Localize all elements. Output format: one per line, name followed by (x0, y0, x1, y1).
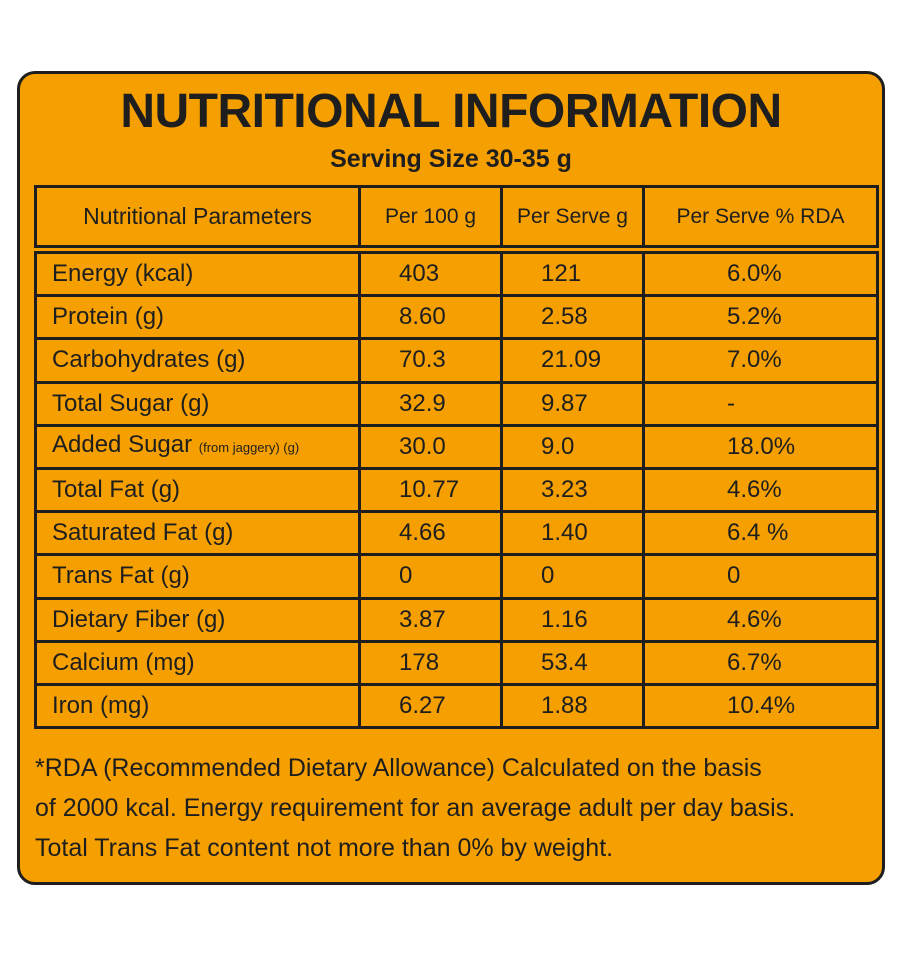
rda-percent-value: 4.6% (642, 596, 879, 643)
nutrient-name: Total Fat (g) (34, 466, 361, 514)
nutrient-label: Energy (kcal) (52, 260, 194, 288)
table-row: Iron (mg) 6.27 1.88 10.4% (34, 682, 879, 730)
label-title: NUTRITIONAL INFORMATION (120, 85, 782, 138)
rda-percent-value: 5.2% (642, 294, 879, 341)
rda-footnote: *RDA (Recommended Dietary Allowance) Cal… (35, 748, 880, 868)
per-serve-value: 0 (500, 553, 645, 600)
table-row: Carbohydrates (g) 70.3 21.09 7.0% (34, 337, 879, 384)
column-header-per-serve: Per Serve g (500, 185, 645, 248)
per-100g-value: 3.87 (358, 596, 503, 643)
nutrient-label: Total Sugar (g) (52, 389, 210, 417)
nutrient-label: Trans Fat (g) (52, 562, 190, 590)
per-100g-value: 403 (358, 250, 503, 298)
table-row: Protein (g) 8.60 2.58 5.2% (34, 294, 879, 341)
nutrient-name: Energy (kcal) (34, 250, 361, 298)
nutrient-name: Dietary Fiber (g) (34, 596, 361, 643)
per-100g-value: 178 (358, 639, 503, 686)
table-row: Saturated Fat (g) 4.66 1.40 6.4 % (34, 510, 879, 557)
per-serve-value: 53.4 (500, 639, 645, 686)
per-100g-value: 0 (358, 553, 503, 600)
table-row: Energy (kcal) 403 121 6.0% (34, 250, 879, 298)
column-header-parameters: Nutritional Parameters (34, 185, 361, 248)
rda-percent-value: 10.4% (642, 682, 879, 730)
table-row: Added Sugar (from jaggery) (g) 30.0 9.0 18.… (34, 423, 879, 470)
table-row: Trans Fat (g) 0 0 0 (34, 553, 879, 600)
per-serve-value: 1.16 (500, 596, 645, 643)
rda-percent-value: 6.7% (642, 639, 879, 686)
per-serve-value: 21.09 (500, 337, 645, 384)
nutrient-label: Dietary Fiber (g) (52, 605, 226, 633)
nutrient-label: Total Fat (g) (52, 476, 181, 504)
nutrient-label: Iron (mg) (52, 691, 150, 719)
nutrient-name: Total Sugar (g) (34, 380, 361, 427)
per-serve-value: 121 (500, 250, 645, 298)
nutrient-name: Protein (g) (34, 294, 361, 341)
per-100g-value: 30.0 (358, 423, 503, 470)
per-100g-value: 6.27 (358, 682, 503, 730)
nutrient-note: (from jaggery) (g) (198, 440, 300, 456)
rda-percent-value: 6.4 % (642, 510, 879, 557)
nutrient-name: Carbohydrates (g) (34, 337, 361, 384)
table-row: Dietary Fiber (g) 3.87 1.16 4.6% (34, 596, 879, 643)
nutrient-label: Calcium (mg) (52, 648, 195, 676)
per-serve-value: 1.40 (500, 510, 645, 557)
rda-percent-value: 7.0% (642, 337, 879, 384)
header-table: Nutritional Parameters Per 100 g Per Ser… (34, 185, 879, 248)
nutrient-name: Iron (mg) (34, 682, 361, 730)
nutrition-table: Energy (kcal) 403 121 6.0% Protein (g) 8.60 2.… (34, 250, 879, 730)
per-100g-value: 32.9 (358, 380, 503, 427)
per-100g-value: 70.3 (358, 337, 503, 384)
table-row: Total Fat (g) 10.77 3.23 4.6% (34, 466, 879, 514)
rda-percent-value: 6.0% (642, 250, 879, 298)
nutrient-name: Added Sugar (from jaggery) (g) (34, 423, 361, 470)
per-100g-value: 4.66 (358, 510, 503, 557)
rda-percent-value: 4.6% (642, 466, 879, 514)
per-serve-value: 1.88 (500, 682, 645, 730)
nutrient-label: Added Sugar (52, 431, 199, 459)
column-header-rda: Per Serve % RDA (642, 185, 879, 248)
rda-percent-value: - (642, 380, 879, 427)
column-header-per-100g: Per 100 g (358, 185, 503, 248)
nutrient-name: Calcium (mg) (34, 639, 361, 686)
nutrient-label: Saturated Fat (g) (52, 519, 234, 547)
header-row: Nutritional Parameters Per 100 g Per Ser… (34, 185, 879, 248)
nutrition-label-panel: NUTRITIONAL INFORMATION Serving Size 30-… (17, 71, 885, 885)
table-row: Calcium (mg) 178 53.4 6.7% (34, 639, 879, 686)
per-serve-value: 9.87 (500, 380, 645, 427)
nutrient-name: Trans Fat (g) (34, 553, 361, 600)
per-serve-value: 3.23 (500, 466, 645, 514)
per-serve-value: 2.58 (500, 294, 645, 341)
per-100g-value: 10.77 (358, 466, 503, 514)
rda-percent-value: 0 (642, 553, 879, 600)
footnote-line-3: Total Trans Fat content not more than 0%… (35, 834, 614, 862)
per-serve-value: 9.0 (500, 423, 645, 470)
table-row: Total Sugar (g) 32.9 9.87- (34, 380, 879, 427)
nutrient-label: Protein (g) (52, 303, 165, 331)
serving-size: Serving Size 30-35 g (330, 145, 572, 173)
footnote-line-2: of 2000 kcal. Energy requirement for an … (35, 794, 796, 822)
nutrient-name: Saturated Fat (g) (34, 510, 361, 557)
nutrient-label: Carbohydrates (g) (52, 346, 246, 374)
footnote-line-1: *RDA (Recommended Dietary Allowance) Cal… (35, 754, 762, 782)
rda-percent-value: 18.0% (642, 423, 879, 470)
per-100g-value: 8.60 (358, 294, 503, 341)
